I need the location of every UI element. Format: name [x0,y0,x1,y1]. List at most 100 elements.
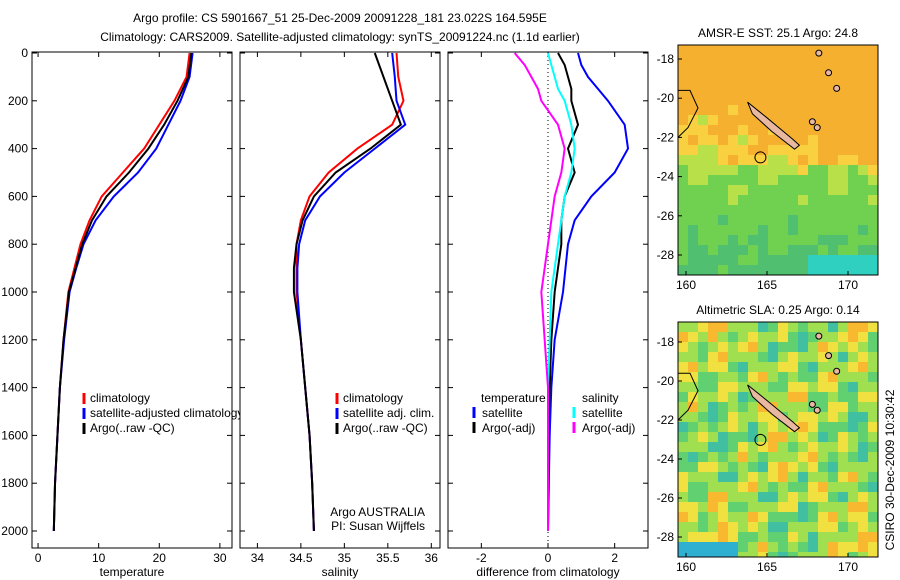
map-cell [728,95,738,105]
map-cell [818,382,828,392]
annotation-text: Argo AUSTRALIA [330,505,425,519]
map-cell [828,145,838,155]
map-cell [838,105,848,115]
map-cell [798,452,808,462]
map-cell [718,362,728,372]
map-cell [798,105,808,115]
map-cell [698,482,708,492]
map-cell [808,492,818,502]
map-cell [748,532,758,542]
map-cell [778,45,788,55]
y-tick-label: 400 [8,142,28,156]
title-line-1: Argo profile: CS 5901667_51 25-Dec-2009 … [133,11,547,25]
map-cell [808,195,818,205]
map-cell [698,85,708,95]
legend-label: Argo(-adj) [482,421,535,435]
map-cell [698,255,708,265]
map-cell [738,195,748,205]
map-cell [868,372,878,382]
map-cell [838,95,848,105]
map-cell [818,145,828,155]
map-cell [798,412,808,422]
map-cell [778,352,788,362]
map-cell [828,372,838,382]
y-tick-label: 600 [8,189,28,203]
map-cell [868,432,878,442]
map-cell [718,165,728,175]
map-cell [748,502,758,512]
map-cell [698,245,708,255]
map-cell [678,155,688,165]
map-cell [678,235,688,245]
map-cell [708,135,718,145]
map-cell [788,185,798,195]
map-cell [708,95,718,105]
map-cell [758,422,768,432]
map-cell [738,372,748,382]
map-cell [778,512,788,522]
map-cell [768,382,778,392]
map-cell [768,322,778,332]
map-cell [798,542,808,552]
map-cell [718,265,728,275]
map-cell [848,412,858,422]
map-cell [808,452,818,462]
y-tick-label: 0 [21,46,28,60]
map-cell [718,125,728,135]
map-cell [708,175,718,185]
map-cell [698,45,708,55]
map-cell [698,462,708,472]
map-cell [728,482,738,492]
map-cell [798,332,808,342]
y-tick-label: -28 [657,530,675,544]
map-cell [798,362,808,372]
map-cell [698,125,708,135]
map-cell [868,175,878,185]
map-cell [718,65,728,75]
x-tick-label: 35.5 [376,551,400,565]
map-cell [828,45,838,55]
map-cell [678,225,688,235]
map-cell [838,462,848,472]
map-cell [768,115,778,125]
map-cell [838,402,848,412]
map-cell [728,265,738,275]
map-cell [868,322,878,332]
map-cell [698,452,708,462]
map-cell [768,105,778,115]
y-tick-label: -18 [657,335,675,349]
map-cell [678,472,688,482]
map-cell [768,502,778,512]
map-cell [758,75,768,85]
map-cell [808,382,818,392]
map-cell [818,362,828,372]
map-cell [768,235,778,245]
map-cell [818,65,828,75]
map-cell [748,125,758,135]
island-outline [833,84,841,92]
map-cell [768,462,778,472]
map-cell [828,125,838,135]
map-cell [868,492,878,502]
map-cell [758,372,768,382]
map-cell [828,225,838,235]
map-cell [758,265,768,275]
map-cell [798,372,808,382]
x-tick-label: 160 [676,560,696,574]
map-cell [778,55,788,65]
map-cell [858,185,868,195]
map-cell [748,225,758,235]
map-cell [788,55,798,65]
map-cell [728,215,738,225]
map-cell [718,492,728,502]
map-cell [698,75,708,85]
map-cell [688,255,698,265]
map-cell [738,215,748,225]
map-cell [698,65,708,75]
map-cell [848,492,858,502]
map-cell [748,472,758,482]
map-cell [728,422,738,432]
map-cell [688,215,698,225]
map-cell [848,75,858,85]
map-cell [768,542,778,552]
